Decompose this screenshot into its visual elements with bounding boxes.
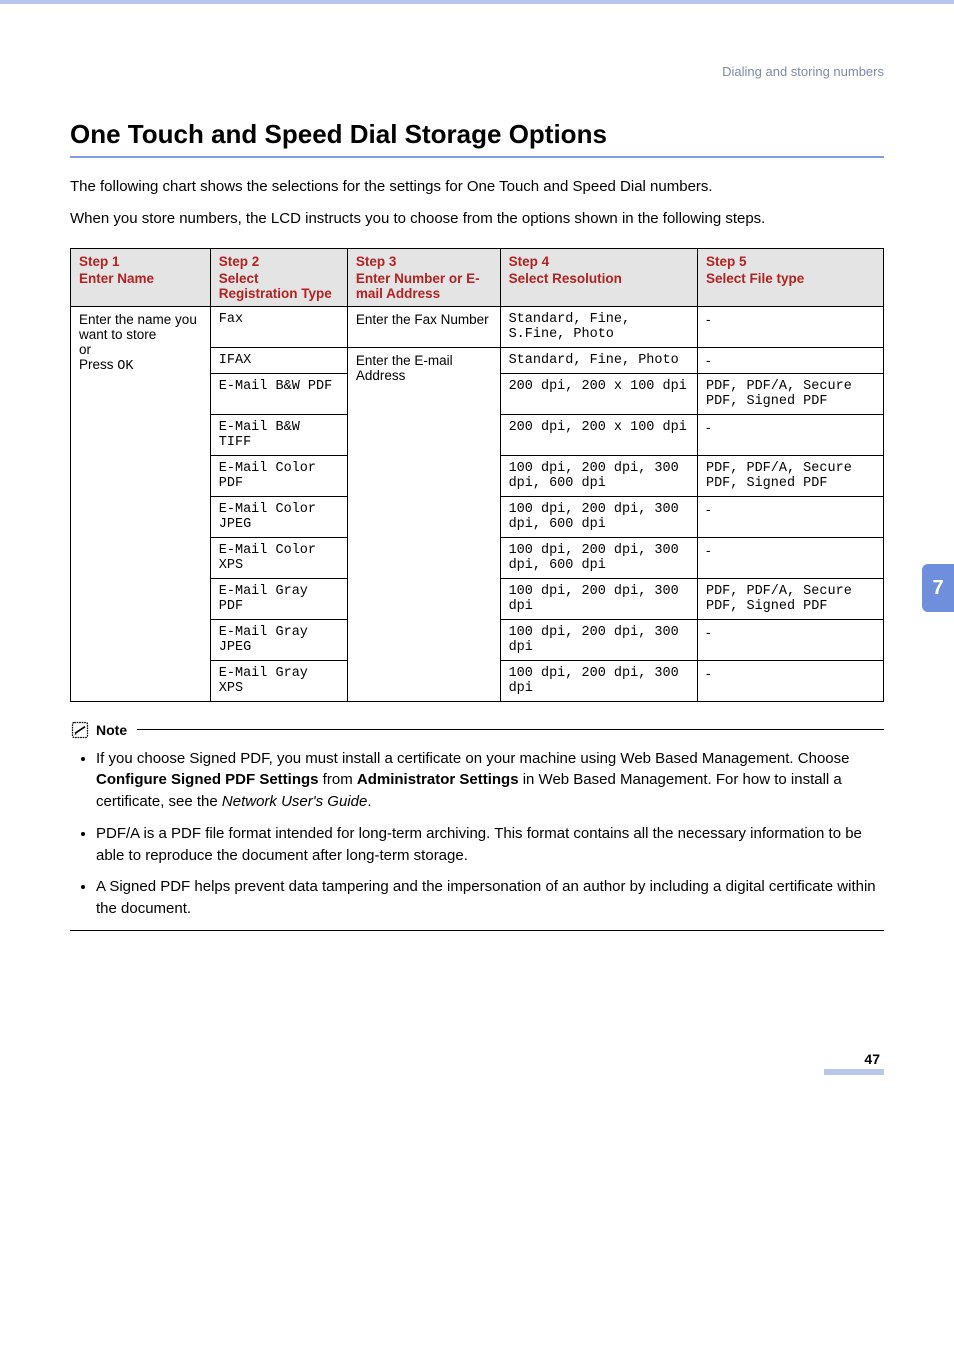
table-cell: Enter the Fax Number: [347, 306, 500, 347]
page-footer: 47: [70, 1051, 884, 1075]
table-cell: PDF, PDF/A, Secure PDF, Signed PDF: [697, 578, 883, 619]
note-item: If you choose Signed PDF, you must insta…: [96, 748, 884, 813]
table-cell: E-Mail Color JPEG: [210, 496, 347, 537]
table-header: Step 4Select Resolution: [500, 248, 697, 306]
table-cell: Standard, Fine, S.Fine, Photo: [500, 306, 697, 347]
breadcrumb: Dialing and storing numbers: [70, 64, 884, 79]
table-cell: E-Mail Color XPS: [210, 537, 347, 578]
table-cell: IFAX: [210, 347, 347, 373]
table-cell: Fax: [210, 306, 347, 347]
table-cell: -: [697, 619, 883, 660]
note-item: A Signed PDF helps prevent data tamperin…: [96, 876, 884, 920]
footer-accent-bar: [824, 1069, 884, 1075]
table-cell: Standard, Fine, Photo: [500, 347, 697, 373]
table-cell: -: [697, 306, 883, 347]
table-cell: E-Mail Gray PDF: [210, 578, 347, 619]
note-icon: [70, 720, 90, 740]
table-cell: PDF, PDF/A, Secure PDF, Signed PDF: [697, 373, 883, 414]
table-cell: 100 dpi, 200 dpi, 300 dpi: [500, 660, 697, 701]
table-cell: -: [697, 347, 883, 373]
page-content: Dialing and storing numbers One Touch an…: [0, 4, 954, 1115]
table-cell: Enter the E-mail Address: [347, 347, 500, 701]
table-cell: E-Mail Color PDF: [210, 455, 347, 496]
table-cell: E-Mail Gray JPEG: [210, 619, 347, 660]
note-label: Note: [96, 722, 127, 738]
table-header: Step 3Enter Number or E-mail Address: [347, 248, 500, 306]
note-item: PDF/A is a PDF file format intended for …: [96, 823, 884, 867]
table-cell: 200 dpi, 200 x 100 dpi: [500, 373, 697, 414]
table-header-row: Step 1Enter Name Step 2Select Registrati…: [71, 248, 884, 306]
table-cell: 100 dpi, 200 dpi, 300 dpi: [500, 578, 697, 619]
table-cell: 100 dpi, 200 dpi, 300 dpi, 600 dpi: [500, 455, 697, 496]
intro-paragraph: The following chart shows the selections…: [70, 176, 884, 198]
intro-paragraph: When you store numbers, the LCD instruct…: [70, 208, 884, 230]
table-cell: 100 dpi, 200 dpi, 300 dpi, 600 dpi: [500, 496, 697, 537]
table-cell: 100 dpi, 200 dpi, 300 dpi, 600 dpi: [500, 537, 697, 578]
table-cell: E-Mail Gray XPS: [210, 660, 347, 701]
section-title: One Touch and Speed Dial Storage Options: [70, 119, 884, 158]
table-cell: E-Mail B&W TIFF: [210, 414, 347, 455]
divider: [137, 729, 884, 730]
table-header: Step 2Select Registration Type: [210, 248, 347, 306]
table-cell: 100 dpi, 200 dpi, 300 dpi: [500, 619, 697, 660]
table-cell: -: [697, 414, 883, 455]
divider: [70, 930, 884, 931]
page-number: 47: [70, 1051, 884, 1067]
table-cell: -: [697, 496, 883, 537]
table-cell: PDF, PDF/A, Secure PDF, Signed PDF: [697, 455, 883, 496]
options-table: Step 1Enter Name Step 2Select Registrati…: [70, 248, 884, 702]
table-cell: Enter the name you want to store or Pres…: [71, 306, 211, 701]
table-cell: -: [697, 537, 883, 578]
table-row: Enter the name you want to store or Pres…: [71, 306, 884, 347]
table-cell: E-Mail B&W PDF: [210, 373, 347, 414]
table-cell: 200 dpi, 200 x 100 dpi: [500, 414, 697, 455]
table-cell: -: [697, 660, 883, 701]
table-header: Step 5Select File type: [697, 248, 883, 306]
note-block: Note If you choose Signed PDF, you must …: [70, 720, 884, 931]
table-header: Step 1Enter Name: [71, 248, 211, 306]
